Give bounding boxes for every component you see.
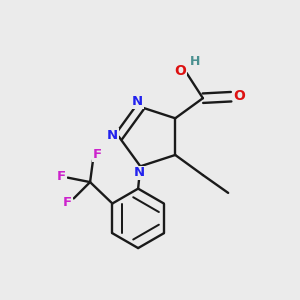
Text: F: F <box>93 148 102 161</box>
Text: H: H <box>190 55 200 68</box>
Text: N: N <box>132 95 143 108</box>
Text: N: N <box>133 166 144 179</box>
Text: N: N <box>107 129 118 142</box>
Text: F: F <box>63 196 72 208</box>
Text: O: O <box>233 89 245 103</box>
Text: O: O <box>174 64 186 78</box>
Text: F: F <box>57 170 66 183</box>
